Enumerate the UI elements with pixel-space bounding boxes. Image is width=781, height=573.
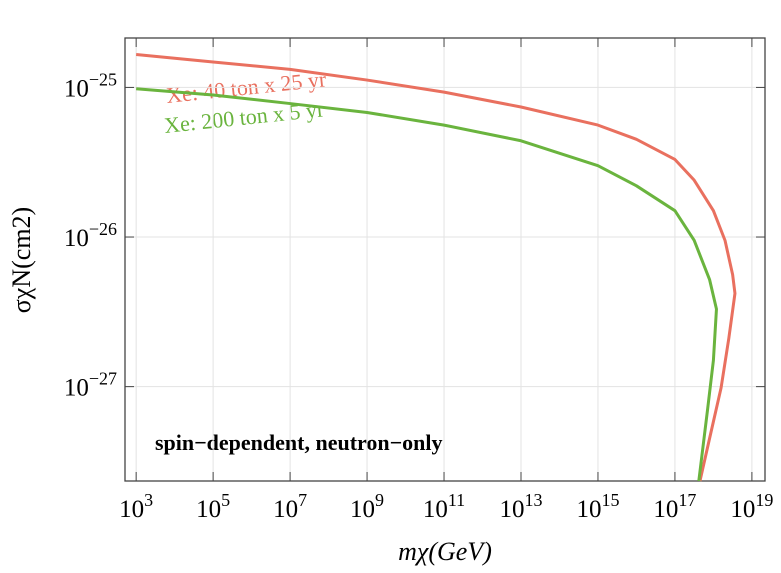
y-axis-title: σχN(cm2) <box>7 207 36 313</box>
x-tick-label: 105 <box>196 490 230 523</box>
x-tick-label: 1019 <box>730 490 773 523</box>
x-tick-label: 1011 <box>423 490 465 523</box>
x-tick-label: 1015 <box>576 490 619 523</box>
x-axis-title: mχ(GeV) <box>398 537 492 566</box>
y-tick-label: 10−26 <box>64 219 117 252</box>
series-line <box>136 87 718 482</box>
y-tick-label: 10−25 <box>64 69 117 102</box>
y-tick-label: 10−27 <box>64 369 117 402</box>
plot-annotation: spin−dependent, neutron−only <box>155 430 443 455</box>
x-tick-label: 103 <box>119 490 153 523</box>
plot-frame <box>124 37 766 482</box>
x-tick-label: 109 <box>350 490 384 523</box>
x-tick-label: 1017 <box>653 490 696 523</box>
x-tick-label: 1013 <box>499 490 542 523</box>
series-line <box>136 53 737 482</box>
x-tick-label: 107 <box>273 490 307 523</box>
